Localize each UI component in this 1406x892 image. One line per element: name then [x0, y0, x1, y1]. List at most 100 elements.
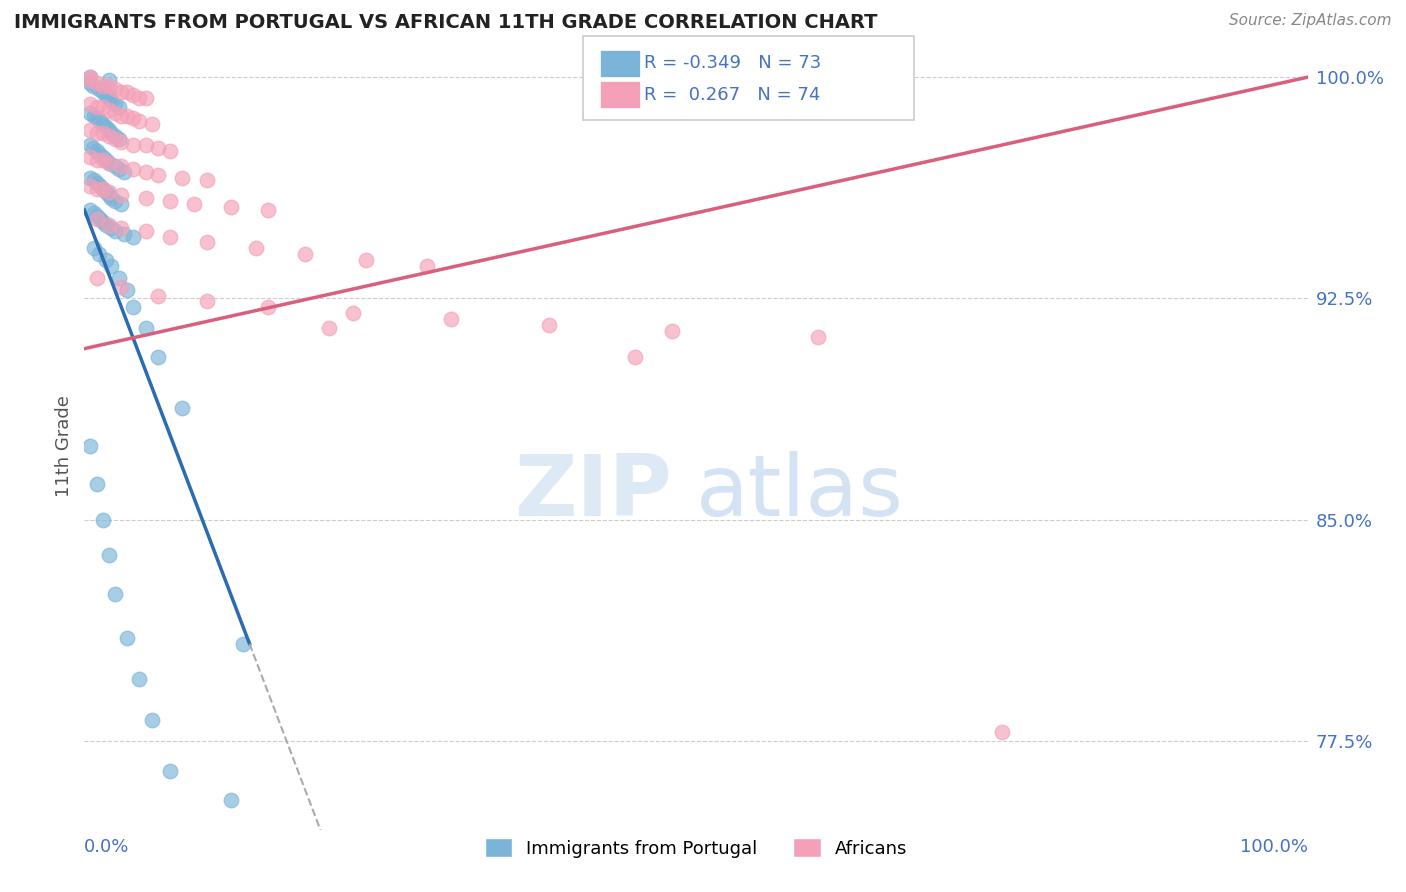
- Point: [342, 306, 364, 320]
- Point: [257, 301, 280, 315]
- Point: [104, 132, 127, 146]
- Point: [100, 94, 122, 108]
- Point: [104, 82, 127, 96]
- Text: R =  0.267   N = 74: R = 0.267 N = 74: [644, 86, 820, 103]
- Point: [104, 96, 127, 111]
- Point: [107, 100, 129, 114]
- Point: [97, 218, 120, 232]
- Point: [89, 211, 111, 226]
- Text: atlas: atlas: [696, 450, 904, 533]
- Point: [146, 168, 169, 182]
- Point: [115, 85, 138, 99]
- Point: [97, 186, 120, 200]
- Point: [104, 159, 127, 173]
- Point: [245, 241, 267, 255]
- Point: [83, 206, 105, 220]
- Point: [183, 197, 205, 211]
- Point: [83, 241, 105, 255]
- Point: [172, 401, 194, 415]
- Point: [112, 164, 135, 178]
- Point: [86, 477, 108, 491]
- Point: [159, 764, 181, 778]
- Point: [87, 247, 110, 261]
- Point: [538, 318, 561, 332]
- Point: [172, 170, 194, 185]
- Point: [91, 182, 114, 196]
- Point: [97, 155, 120, 169]
- Point: [159, 144, 181, 158]
- Point: [991, 725, 1014, 739]
- Point: [91, 117, 114, 131]
- Point: [79, 70, 101, 85]
- Text: R = -0.349   N = 73: R = -0.349 N = 73: [644, 54, 821, 72]
- Point: [79, 105, 101, 120]
- Point: [195, 173, 218, 187]
- Point: [97, 87, 120, 102]
- Point: [135, 164, 157, 178]
- Point: [104, 129, 127, 144]
- Point: [110, 135, 132, 149]
- Point: [104, 194, 127, 208]
- Point: [79, 150, 101, 164]
- Point: [122, 112, 145, 126]
- Text: IMMIGRANTS FROM PORTUGAL VS AFRICAN 11TH GRADE CORRELATION CHART: IMMIGRANTS FROM PORTUGAL VS AFRICAN 11TH…: [14, 13, 877, 32]
- Point: [86, 209, 108, 223]
- Point: [146, 288, 169, 302]
- Point: [318, 321, 340, 335]
- Point: [232, 637, 254, 651]
- Point: [97, 103, 120, 117]
- Point: [100, 191, 122, 205]
- Text: ZIP: ZIP: [513, 450, 672, 533]
- Point: [97, 188, 120, 202]
- Point: [96, 218, 118, 232]
- Point: [91, 153, 114, 167]
- Point: [86, 112, 108, 126]
- Text: Source: ZipAtlas.com: Source: ZipAtlas.com: [1229, 13, 1392, 29]
- Point: [83, 109, 105, 123]
- Point: [115, 631, 138, 645]
- Legend: Immigrants from Portugal, Africans: Immigrants from Portugal, Africans: [475, 830, 917, 866]
- Text: 0.0%: 0.0%: [84, 838, 129, 856]
- Point: [146, 141, 169, 155]
- Point: [97, 123, 120, 137]
- Point: [624, 351, 647, 365]
- Point: [86, 270, 108, 285]
- Point: [110, 159, 132, 173]
- Point: [122, 161, 145, 176]
- Point: [86, 126, 108, 140]
- Point: [219, 793, 242, 807]
- Point: [107, 161, 129, 176]
- Point: [104, 586, 127, 600]
- Point: [104, 224, 127, 238]
- Point: [110, 220, 132, 235]
- Point: [96, 186, 118, 200]
- Point: [110, 109, 132, 123]
- Point: [79, 76, 101, 90]
- Point: [159, 194, 181, 208]
- Point: [79, 179, 101, 194]
- Point: [135, 91, 157, 105]
- Point: [257, 202, 280, 217]
- Point: [96, 87, 118, 102]
- Point: [79, 170, 101, 185]
- Point: [661, 324, 683, 338]
- Point: [128, 114, 150, 128]
- Point: [79, 138, 101, 153]
- Point: [79, 439, 101, 453]
- Point: [89, 179, 111, 194]
- Point: [195, 294, 218, 309]
- Point: [141, 714, 163, 728]
- Point: [115, 283, 138, 297]
- Point: [110, 188, 132, 202]
- Point: [86, 144, 108, 158]
- Point: [110, 85, 132, 99]
- Point: [97, 129, 120, 144]
- Point: [107, 132, 129, 146]
- Point: [96, 253, 118, 268]
- Point: [135, 191, 157, 205]
- Point: [96, 153, 118, 167]
- Point: [82, 141, 104, 155]
- Point: [91, 150, 114, 164]
- Point: [104, 105, 127, 120]
- Point: [100, 126, 122, 140]
